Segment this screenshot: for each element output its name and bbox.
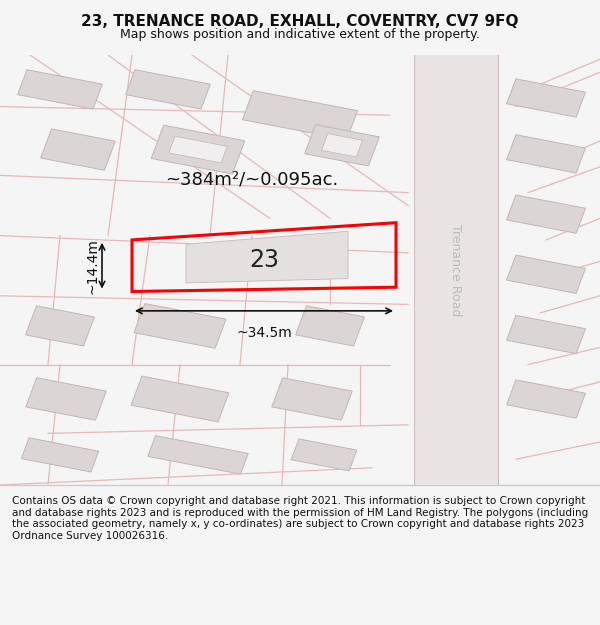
Polygon shape xyxy=(305,124,379,166)
Text: ~384m²/~0.095ac.: ~384m²/~0.095ac. xyxy=(166,171,338,189)
Polygon shape xyxy=(22,438,98,472)
Polygon shape xyxy=(17,70,103,109)
Text: Map shows position and indicative extent of the property.: Map shows position and indicative extent… xyxy=(120,28,480,41)
Polygon shape xyxy=(41,129,115,170)
Text: Trenance Road: Trenance Road xyxy=(449,224,463,316)
Polygon shape xyxy=(506,380,586,418)
Polygon shape xyxy=(506,255,586,294)
Polygon shape xyxy=(322,134,362,157)
Polygon shape xyxy=(26,378,106,420)
Polygon shape xyxy=(125,70,211,109)
Polygon shape xyxy=(148,436,248,474)
Polygon shape xyxy=(506,195,586,233)
Polygon shape xyxy=(506,79,586,117)
Text: ~14.4m: ~14.4m xyxy=(85,238,99,294)
Polygon shape xyxy=(151,125,245,174)
Polygon shape xyxy=(291,439,357,471)
Text: ~34.5m: ~34.5m xyxy=(236,326,292,340)
Polygon shape xyxy=(296,306,364,346)
Text: Contains OS data © Crown copyright and database right 2021. This information is : Contains OS data © Crown copyright and d… xyxy=(12,496,588,541)
Polygon shape xyxy=(506,135,586,173)
Polygon shape xyxy=(414,55,498,485)
Text: 23, TRENANCE ROAD, EXHALL, COVENTRY, CV7 9FQ: 23, TRENANCE ROAD, EXHALL, COVENTRY, CV7… xyxy=(81,14,519,29)
Text: 23: 23 xyxy=(249,248,279,272)
Polygon shape xyxy=(169,136,227,163)
Polygon shape xyxy=(186,231,348,283)
Polygon shape xyxy=(272,378,352,420)
Polygon shape xyxy=(26,306,94,346)
Polygon shape xyxy=(242,91,358,140)
Polygon shape xyxy=(506,316,586,354)
Polygon shape xyxy=(131,376,229,422)
Polygon shape xyxy=(134,304,226,348)
